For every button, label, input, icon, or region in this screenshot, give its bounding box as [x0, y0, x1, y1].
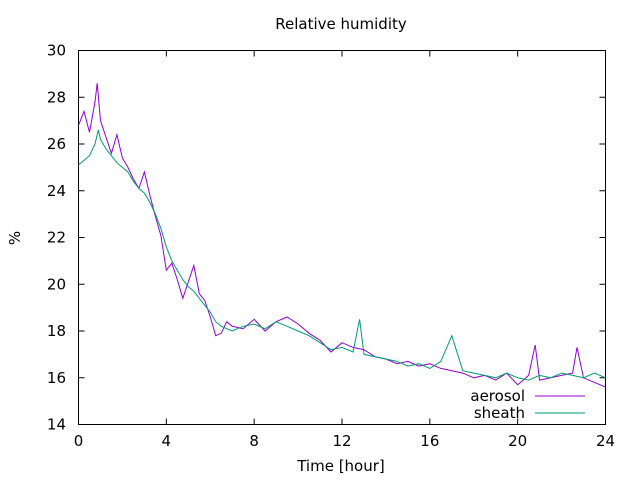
- y-tick-label: 20: [47, 275, 66, 293]
- x-tick-label: 4: [162, 432, 172, 450]
- y-tick-label: 18: [47, 322, 66, 340]
- x-tick-label: 12: [332, 432, 351, 450]
- x-tick-label: 20: [508, 432, 527, 450]
- x-tick-labels: 0 4 8 12 16 20 24: [74, 432, 615, 450]
- legend-label-sheath: sheath: [474, 404, 525, 422]
- x-tick-label: 24: [596, 432, 615, 450]
- y-tick-labels: 14 16 18 20 22 24 26 28 30: [47, 42, 66, 434]
- y-tick-label: 14: [47, 416, 66, 434]
- chart-title: Relative humidity: [275, 15, 407, 33]
- y-tick-label: 22: [47, 229, 66, 247]
- x-tick-label: 8: [249, 432, 259, 450]
- plot-frame: [78, 50, 606, 425]
- x-tick-label: 0: [74, 432, 84, 450]
- y-tick-label: 26: [47, 135, 66, 153]
- series-line-aerosol: [78, 83, 606, 388]
- x-tick-label: 16: [420, 432, 439, 450]
- axis-ticks: [78, 50, 606, 425]
- legend-label-aerosol: aerosol: [470, 387, 525, 405]
- series-lines: [78, 83, 606, 388]
- y-tick-label: 16: [47, 369, 66, 387]
- x-axis-label: Time [hour]: [296, 457, 385, 475]
- y-axis-label: %: [6, 231, 24, 245]
- legend: aerosol sheath: [470, 387, 585, 422]
- y-tick-label: 30: [47, 42, 66, 60]
- series-line-sheath: [78, 129, 606, 381]
- y-tick-label: 24: [47, 182, 66, 200]
- y-tick-label: 28: [47, 88, 66, 106]
